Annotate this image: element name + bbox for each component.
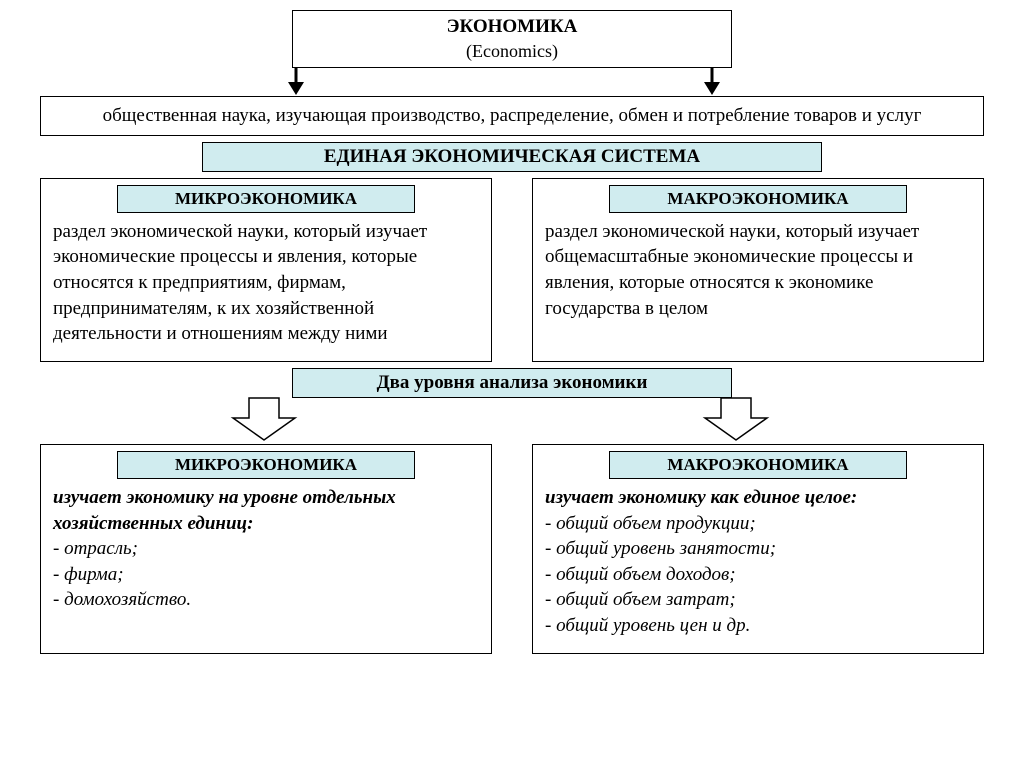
levels-row: МИКРОЭКОНОМИКА изучает экономику на уров… [40,444,984,654]
level-macro-header: МАКРОЭКОНОМИКА [609,451,907,479]
level-micro-lead: изучает экономику на уровне отдельных хо… [53,485,479,536]
branch-macro: МАКРОЭКОНОМИКА раздел экономической наук… [532,178,984,362]
list-item: - домохозяйство. [53,587,479,613]
list-item: - общий объем продукции; [545,511,971,537]
level-micro-list: изучает экономику на уровне отдельных хо… [53,485,479,613]
definition-box: общественная наука, изучающая производст… [40,96,984,136]
level-micro-header: МИКРОЭКОНОМИКА [117,451,415,479]
branch-micro-text: раздел экономической науки, который изуч… [53,219,479,347]
list-item: - общий уровень цен и др. [545,613,971,639]
levels-banner: Два уровня анализа экономики [292,368,732,398]
branch-micro-header: МИКРОЭКОНОМИКА [117,185,415,213]
list-item: - общий объем доходов; [545,562,971,588]
level-macro: МАКРОЭКОНОМИКА изучает экономику как еди… [532,444,984,654]
level-macro-lead: изучает экономику как единое целое: [545,485,971,511]
title-line2: (Economics) [303,40,721,63]
list-item: - общий объем затрат; [545,587,971,613]
block-arrow-down-icon [701,396,771,442]
title-line1: ЭКОНОМИКА [303,15,721,40]
arrows-title-to-def [40,70,984,96]
level-micro: МИКРОЭКОНОМИКА изучает экономику на уров… [40,444,492,654]
branch-micro: МИКРОЭКОНОМИКА раздел экономической наук… [40,178,492,362]
list-item: - фирма; [53,562,479,588]
list-item: - отрасль; [53,536,479,562]
arrow-down-icon [285,68,307,96]
arrow-down-icon [701,68,723,96]
branch-macro-header: МАКРОЭКОНОМИКА [609,185,907,213]
arrows-levels-to-cols [40,398,984,444]
branches-row: МИКРОЭКОНОМИКА раздел экономической наук… [40,178,984,362]
title-box: ЭКОНОМИКА (Economics) [292,10,732,68]
block-arrow-down-icon [229,396,299,442]
branch-macro-text: раздел экономической науки, который изуч… [545,219,971,322]
level-macro-list: изучает экономику как единое целое: - об… [545,485,971,639]
system-banner: ЕДИНАЯ ЭКОНОМИЧЕСКАЯ СИСТЕМА [202,142,822,172]
list-item: - общий уровень занятости; [545,536,971,562]
